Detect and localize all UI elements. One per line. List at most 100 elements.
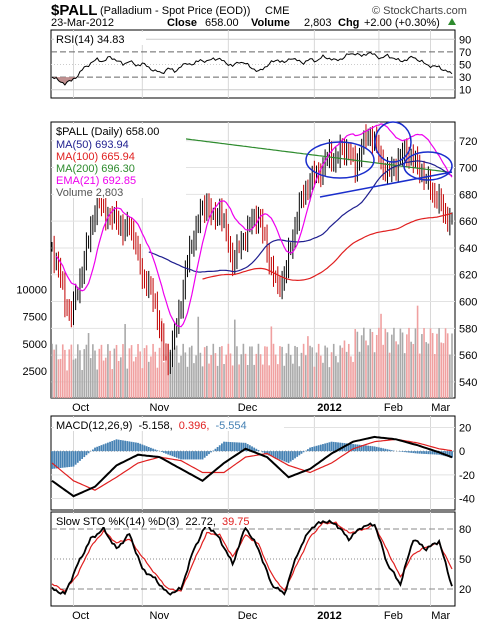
macd-hist-bar (169, 451, 171, 455)
macd-hist-bar (120, 440, 122, 451)
macd-hist-bar (288, 451, 290, 463)
volume-bar (256, 354, 258, 398)
volume-bar (157, 368, 159, 398)
legend-ma100: MA(100) 665.94 (56, 151, 135, 163)
macd-hist-bar (176, 451, 178, 458)
macd-hist-bar (58, 451, 60, 468)
volume-bar (290, 355, 292, 398)
volume-bar (73, 360, 75, 398)
volume-bar (404, 353, 406, 398)
macd-hist-bar (109, 442, 111, 451)
macd-hist-bar (191, 451, 193, 459)
volume-bar (234, 320, 236, 398)
macd-hist-bar (430, 451, 432, 454)
macd-hist-bar (107, 443, 109, 452)
macd-hist-bar (427, 451, 429, 454)
volume-bar (116, 345, 118, 398)
macd-hist-bar (391, 450, 393, 451)
macd-hist-bar (131, 442, 133, 451)
volume-bar (189, 347, 191, 398)
macd-hist-bar (365, 445, 367, 451)
rsi-tick-label: 50 (459, 60, 471, 72)
volume-bar (204, 347, 206, 398)
macd-hist-bar (195, 451, 197, 459)
macd-hist-bar (296, 451, 298, 457)
price-tick-label: 580 (459, 323, 477, 335)
macd-hist-bar (75, 451, 77, 465)
macd-hist-bar (165, 451, 167, 453)
volume-bar (66, 370, 68, 398)
volume-tick-label: 7500 (23, 312, 47, 324)
x-axis-label: 2012 (317, 402, 341, 414)
volume-bar (230, 353, 232, 398)
volume-bar (187, 367, 189, 398)
macd-hist-bar (81, 451, 83, 459)
volume-bar (200, 353, 202, 398)
macd-label: MACD(12,26,9) -5.158, 0.396, -5.554 (54, 418, 284, 432)
macd-hist-bar (193, 451, 195, 459)
macd-hist-bar (174, 451, 176, 457)
macd-hist-bar (227, 442, 229, 451)
price-tick-label: 640 (459, 243, 477, 255)
price-tick-label: 600 (459, 297, 477, 309)
macd-hist-bar (417, 451, 419, 453)
volume-bar (363, 328, 365, 398)
volume-bar (271, 326, 273, 398)
macd-signal-value: 0.396, (179, 420, 210, 432)
legend-volume: Volume 2,803 (56, 187, 123, 199)
macd-hist-bar (415, 451, 417, 453)
volume-bar (445, 328, 447, 398)
macd-hist-bar (234, 442, 236, 451)
volume-bar (146, 345, 148, 398)
macd-hist-bar (410, 451, 412, 453)
x-axis-label: Mar (431, 610, 450, 621)
volume-bar (402, 333, 404, 398)
volume-bar (228, 344, 230, 398)
volume-bar (350, 356, 352, 398)
macd-hist-bar (129, 441, 131, 451)
rsi-tick-label: 10 (459, 85, 471, 97)
macd-hist-bar (309, 448, 311, 452)
volume-bar (378, 328, 380, 398)
macd-hist-bar (318, 445, 320, 451)
volume-bar (275, 355, 277, 398)
volume-bar (96, 370, 98, 398)
volume-bar (90, 358, 92, 398)
volume-bar (232, 365, 234, 398)
volume-bar (51, 344, 53, 398)
volume-bar (348, 344, 350, 398)
macd-hist-bar (77, 451, 79, 463)
price-tick-label: 540 (459, 377, 477, 389)
volume-bar (342, 348, 344, 398)
macd-hist-bar (425, 451, 427, 454)
macd-hist-bar (113, 440, 115, 451)
volume-bar (152, 344, 154, 398)
sto-k-value: 22.72, (185, 516, 216, 528)
volume-bar (221, 346, 223, 398)
macd-hist-bar (294, 451, 296, 458)
volume-bar (412, 344, 414, 398)
volume-bar (374, 352, 376, 398)
macd-hist-bar (374, 446, 376, 451)
volume-bar (326, 348, 328, 398)
volume-bar (174, 348, 176, 398)
up-triangle-icon (448, 18, 456, 25)
macd-hist-bar (225, 442, 227, 451)
volume-bar (109, 351, 111, 398)
chg-label: Chg (338, 17, 359, 29)
volume-bar (154, 352, 156, 398)
macd-hist-bar (324, 443, 326, 451)
volume-bar (307, 336, 309, 398)
close-label: Close (167, 17, 197, 29)
macd-hist-bar (135, 443, 137, 452)
macd-hist-bar (146, 446, 148, 451)
macd-hist-bar (423, 451, 425, 454)
volume-bar (361, 335, 363, 398)
rsi-tick-label: 70 (459, 47, 471, 59)
legend-title: $PALL (Daily) 658.00 (56, 126, 159, 138)
sto-label: Slow STO %K(14) %D(3) 22.72, 39.75 (54, 514, 274, 528)
volume-bar (101, 345, 103, 398)
volume-tick-label: 10000 (16, 285, 47, 297)
volume-bar (428, 344, 430, 398)
